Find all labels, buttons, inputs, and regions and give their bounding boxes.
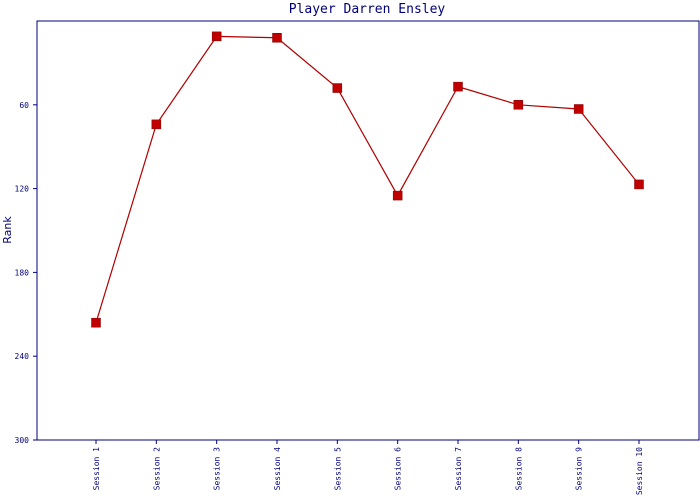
- y-tick-label: 120: [15, 185, 30, 194]
- x-tick-label: Session 9: [575, 447, 584, 491]
- data-point-marker: [634, 179, 644, 190]
- x-tick-label: Session 5: [333, 447, 342, 491]
- y-axis-label: Rank: [1, 216, 14, 244]
- data-point-marker: [453, 81, 463, 92]
- data-point-marker: [211, 31, 222, 42]
- x-tick-label: Session 8: [514, 447, 523, 491]
- y-tick-label: 60: [19, 101, 29, 110]
- x-tick-label: Session 3: [213, 447, 222, 491]
- data-point-marker: [91, 317, 101, 328]
- y-axis-ticks: 60 120 180 240 300: [15, 101, 37, 445]
- data-point-marker: [573, 104, 584, 114]
- data-point-marker: [151, 119, 162, 130]
- x-axis-ticks: Session 1 Session 2 Session 3 Session 4 Sess…: [92, 440, 644, 495]
- data-point-marker: [392, 190, 403, 201]
- x-tick-label: Session 7: [454, 447, 463, 491]
- x-tick-label: Session 4: [273, 447, 282, 491]
- x-tick-label: Session 6: [394, 447, 403, 491]
- series-group: [91, 31, 644, 328]
- y-tick-label: 300: [15, 436, 30, 445]
- series-line: [95, 35, 640, 323]
- x-tick-label: Session 1: [92, 447, 101, 491]
- data-point-marker: [272, 33, 282, 43]
- y-tick-label: 240: [15, 352, 30, 361]
- x-tick-label: Session 10: [635, 447, 644, 495]
- data-point-marker: [332, 83, 343, 93]
- data-point-marker: [513, 100, 524, 110]
- y-tick-label: 180: [15, 268, 30, 277]
- x-tick-label: Session 2: [152, 447, 161, 491]
- chart-title: Player Darren Ensley: [289, 2, 446, 17]
- plot-area: [36, 20, 700, 441]
